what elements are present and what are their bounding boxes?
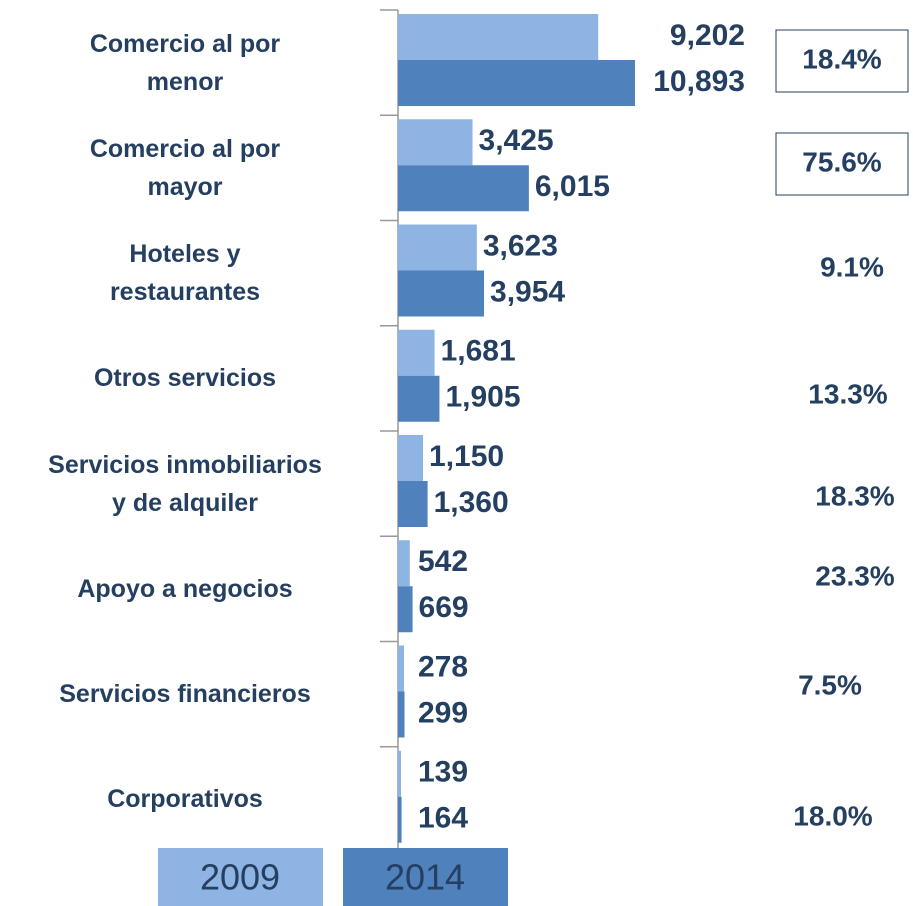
bar xyxy=(398,329,435,376)
legend-label: 2009 xyxy=(200,857,280,898)
value-label: 1,360 xyxy=(434,486,509,519)
category-label: Apoyo a negocios xyxy=(77,574,293,603)
annotation: 7.5% xyxy=(798,669,862,700)
legend-swatch xyxy=(343,848,508,906)
value-label: 164 xyxy=(418,802,468,835)
annotation: 75.6% xyxy=(802,146,881,177)
annotation-box xyxy=(775,132,909,196)
annotation: 18.4% xyxy=(802,43,881,74)
value-label: 6,015 xyxy=(535,170,610,203)
value-label: 278 xyxy=(418,650,468,683)
category-label: Corporativos xyxy=(107,785,263,814)
value-label: 1,905 xyxy=(445,381,520,414)
category-label: Servicios financieros xyxy=(59,680,311,709)
annotation: 9.1% xyxy=(820,251,884,282)
category-label: Otros servicios xyxy=(93,364,277,393)
bar xyxy=(398,540,410,587)
bar xyxy=(398,375,440,422)
legend-label: 2014 xyxy=(385,857,465,898)
value-label: 3,954 xyxy=(490,275,565,308)
bar xyxy=(398,586,413,633)
annotation: 18.0% xyxy=(793,800,872,831)
annotation: 18.3% xyxy=(815,480,894,511)
bar xyxy=(398,14,599,60)
bar xyxy=(398,224,477,271)
value-label: 3,425 xyxy=(479,124,554,157)
legend-swatch xyxy=(158,848,323,906)
bar xyxy=(398,796,402,843)
category-label: Comercio al por mayor xyxy=(89,134,281,201)
category-label: Hoteles y restaurantes xyxy=(109,240,261,307)
value-label: 1,681 xyxy=(441,335,516,368)
bar xyxy=(398,60,635,106)
bar xyxy=(398,119,473,166)
category-label: Comercio al por menor xyxy=(89,29,281,96)
bar xyxy=(398,691,405,738)
annotation: 23.3% xyxy=(815,560,894,591)
value-label: 139 xyxy=(418,756,468,789)
bar xyxy=(398,481,428,527)
value-label: 9,202 xyxy=(670,19,745,52)
annotation: 13.3% xyxy=(808,378,887,409)
value-label: 669 xyxy=(419,591,469,624)
value-label: 1,150 xyxy=(429,440,504,473)
value-label: 10,893 xyxy=(653,65,745,98)
bar xyxy=(398,750,402,797)
annotation-box xyxy=(775,29,909,93)
value-label: 299 xyxy=(418,696,468,729)
category-label: Servicios inmobiliarios y de alquiler xyxy=(48,450,322,517)
value-label: 542 xyxy=(418,545,468,578)
bar xyxy=(398,435,424,481)
value-label: 3,623 xyxy=(483,229,558,262)
bar xyxy=(398,270,485,317)
bar xyxy=(398,645,405,692)
bar xyxy=(398,165,529,212)
